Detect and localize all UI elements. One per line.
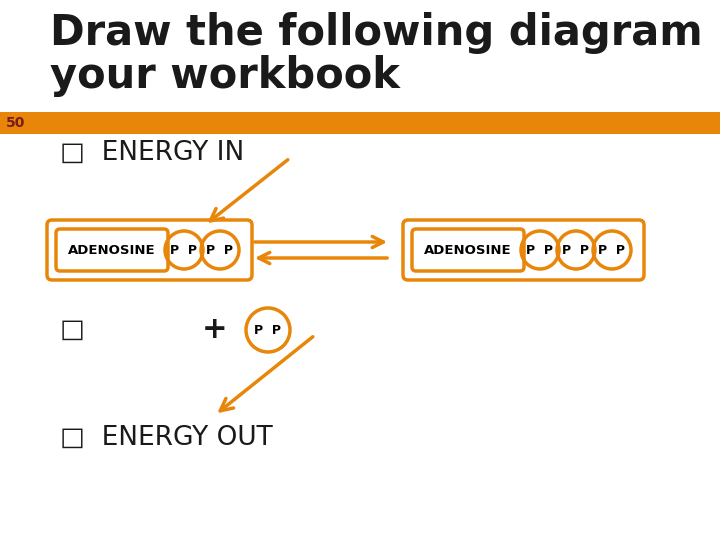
Text: P  P: P P — [171, 244, 197, 256]
FancyBboxPatch shape — [56, 229, 168, 271]
Text: +: + — [202, 315, 228, 345]
Text: your workbook: your workbook — [50, 55, 400, 97]
Text: P  P: P P — [207, 244, 233, 256]
Text: ADENOSINE: ADENOSINE — [68, 244, 156, 256]
Text: □  ENERGY OUT: □ ENERGY OUT — [60, 425, 273, 451]
Text: P  P: P P — [562, 244, 590, 256]
Text: P  P: P P — [526, 244, 554, 256]
Text: 50: 50 — [6, 116, 25, 130]
Bar — [0, 112, 720, 134]
FancyBboxPatch shape — [412, 229, 524, 271]
Text: ADENOSINE: ADENOSINE — [424, 244, 512, 256]
Text: Draw the following diagram in: Draw the following diagram in — [50, 12, 720, 54]
Text: □  ENERGY IN: □ ENERGY IN — [60, 140, 244, 166]
Text: P  P: P P — [254, 323, 282, 336]
Text: □: □ — [60, 317, 85, 343]
Text: P  P: P P — [598, 244, 626, 256]
